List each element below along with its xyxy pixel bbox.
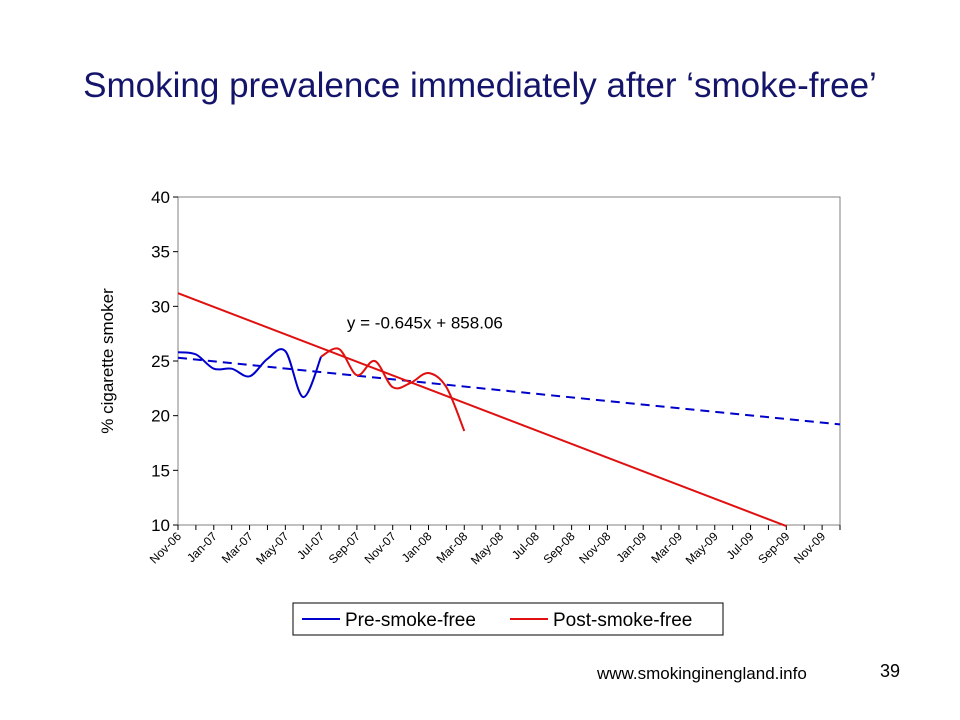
x-tick-label: Jul-09 bbox=[724, 529, 757, 562]
x-tick-label: Jan-09 bbox=[613, 529, 649, 565]
x-tick-label: Mar-07 bbox=[219, 529, 256, 566]
slide-title: Smoking prevalence immediately after ‘sm… bbox=[83, 66, 877, 105]
x-tick-label: May-07 bbox=[253, 529, 291, 567]
x-tick-label: Mar-09 bbox=[648, 529, 685, 566]
trendlines bbox=[177, 292, 841, 528]
y-tick-label: 25 bbox=[151, 352, 170, 371]
y-tick-label: 10 bbox=[151, 516, 170, 535]
x-tick-label: Jul-08 bbox=[509, 529, 542, 562]
x-tick-label: Sep-08 bbox=[540, 529, 577, 566]
x-tick-label: Nov-09 bbox=[791, 529, 828, 566]
x-tick-label: Nov-07 bbox=[362, 529, 399, 566]
y-tick-label: 20 bbox=[151, 407, 170, 426]
y-axis-label: % cigarette smoker bbox=[98, 288, 117, 434]
y-tick-label: 40 bbox=[151, 188, 170, 207]
x-tick-label: Sep-09 bbox=[755, 529, 792, 566]
y-tick-label: 30 bbox=[151, 297, 170, 316]
x-tick-label: Sep-07 bbox=[326, 529, 363, 566]
x-tick-label: Mar-08 bbox=[434, 529, 471, 566]
legend-label-post: Post-smoke-free bbox=[553, 610, 692, 631]
footer-url[interactable]: www.smokinginengland.info bbox=[597, 664, 807, 683]
trendline-pre-smoke-free bbox=[177, 356, 841, 426]
legend-label-pre: Pre-smoke-free bbox=[345, 610, 476, 631]
x-tick-label: Jan-08 bbox=[399, 529, 435, 565]
page-number: 39 bbox=[880, 661, 901, 681]
x-tick-label: Jan-07 bbox=[184, 529, 220, 565]
x-tick-label: Jul-07 bbox=[294, 529, 327, 562]
series-lines bbox=[177, 347, 466, 432]
series-line-pre-smoke-free bbox=[177, 348, 323, 399]
series-line-post-smoke-free bbox=[320, 347, 466, 432]
y-tick-label: 15 bbox=[151, 461, 170, 480]
x-tick-label: May-09 bbox=[683, 529, 721, 567]
trendline-post-smoke-free bbox=[177, 292, 787, 528]
x-tick-label: Nov-08 bbox=[576, 529, 613, 566]
x-tick-label: May-08 bbox=[468, 529, 506, 567]
legend: Pre-smoke-free Post-smoke-free bbox=[292, 602, 724, 636]
trendline-equation: y = -0.645x + 858.06 bbox=[347, 314, 503, 333]
plot-area bbox=[177, 196, 841, 526]
y-axis-ticks: 10 15 20 25 30 35 40 bbox=[151, 188, 178, 535]
y-tick-label: 35 bbox=[151, 243, 170, 262]
legend-box bbox=[292, 602, 724, 636]
